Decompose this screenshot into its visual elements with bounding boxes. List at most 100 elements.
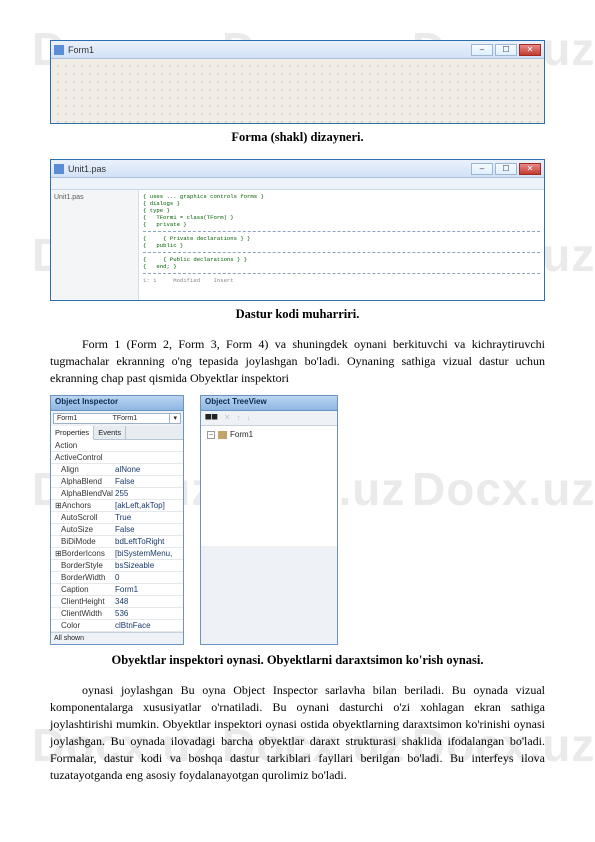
code-line: { { Private declarations } } [143,235,540,242]
tree-node[interactable]: – Form1 [207,430,331,439]
code-editor-window: Unit1.pas – ☐ ✕ Unit1.pas { uses ... gra… [50,159,545,301]
property-name: BorderStyle [51,560,113,571]
maximize-button[interactable]: ☐ [495,44,517,56]
code-line: { { Public declarations } } [143,256,540,263]
property-value[interactable]: bsSizeable [113,560,183,571]
property-row[interactable]: ⊞Anchors[akLeft,akTop] [51,500,183,512]
tab-properties[interactable]: Properties [51,426,94,440]
property-row[interactable]: AlphaBlendVal255 [51,488,183,500]
caption-form-designer: Forma (shakl) dizayneri. [50,130,545,145]
property-value[interactable]: False [113,476,183,487]
move-down-icon[interactable]: ↓ [247,413,251,423]
window-icon [54,164,64,174]
property-name: ClientHeight [51,596,113,607]
property-value[interactable]: 255 [113,488,183,499]
property-value[interactable]: Form1 [113,584,183,595]
chevron-down-icon: ▾ [169,414,180,423]
property-value[interactable]: 536 [113,608,183,619]
treeview-body[interactable]: – Form1 [201,426,337,546]
property-name: BiDiMode [51,536,113,547]
code-section-divider [143,231,540,232]
object-inspector-panel: Object Inspector Form1 TForm1 ▾ Properti… [50,395,184,645]
tree-node-label: Form1 [230,430,253,439]
property-name: Action [51,440,113,451]
caption-code-editor: Dastur kodi muharriri. [50,307,545,322]
code-line: { type } [143,207,540,214]
property-row[interactable]: ColorclBtnFace [51,620,183,632]
property-name: AutoSize [51,524,113,535]
move-up-icon[interactable]: ↑ [237,413,241,423]
property-value[interactable]: clBtnFace [113,620,183,631]
property-row[interactable]: ⊞BorderIcons[biSystemMenu, [51,548,183,560]
inspector-tabs: Properties Events [51,426,183,440]
form-design-surface[interactable] [51,59,544,123]
code-statusbar: 1: 1 Modified Insert [143,277,540,284]
form-designer-window: Form1 – ☐ ✕ [50,40,545,124]
form-icon [218,431,227,439]
property-row[interactable]: Action [51,440,183,452]
caption-inspector: Obyektlar inspektori oynasi. Obyektlarni… [50,653,545,668]
property-grid: Action ActiveControl AlignalNone AlphaBl… [51,440,183,632]
component-class: TForm1 [110,414,141,423]
close-button[interactable]: ✕ [519,163,541,175]
minimize-button[interactable]: – [471,163,493,175]
property-row[interactable]: AlignalNone [51,464,183,476]
code-line: { end; } [143,263,540,270]
property-value[interactable]: [akLeft,akTop] [113,500,183,511]
code-window-title: Unit1.pas [68,164,106,174]
property-name: Align [51,464,113,475]
code-line: { TForm1 = class(TForm) } [143,214,540,221]
minimize-button[interactable]: – [471,44,493,56]
paragraph-1: Form 1 (Form 2, Form 3, Form 4) va shuni… [50,336,545,387]
window-icon [54,45,64,55]
property-value[interactable]: False [113,524,183,535]
property-value[interactable]: True [113,512,183,523]
code-line: { dialogs } [143,200,540,207]
close-button[interactable]: ✕ [519,44,541,56]
code-section-divider [143,273,540,274]
code-line: { public } [143,242,540,249]
code-toolstrip [51,178,544,190]
property-row[interactable]: BorderWidth0 [51,572,183,584]
property-value[interactable]: alNone [113,464,183,475]
form-titlebar: Form1 – ☐ ✕ [51,41,544,59]
property-value[interactable]: 348 [113,596,183,607]
code-line: { private } [143,221,540,228]
property-row[interactable]: ClientWidth536 [51,608,183,620]
delete-icon[interactable]: ✕ [224,413,231,423]
property-row[interactable]: ClientHeight348 [51,596,183,608]
code-section-divider [143,252,540,253]
code-line: { uses ... graphics controls forms } [143,193,540,200]
property-row[interactable]: ActiveControl [51,452,183,464]
maximize-button[interactable]: ☐ [495,163,517,175]
property-name: ⊞BorderIcons [51,548,113,559]
property-value[interactable]: bdLeftToRight [113,536,183,547]
property-row[interactable]: BorderStylebsSizeable [51,560,183,572]
property-row[interactable]: AutoScrollTrue [51,512,183,524]
code-text-area[interactable]: { uses ... graphics controls forms } { d… [139,190,544,300]
property-value[interactable] [113,452,183,463]
paragraph-2: oynasi joylashgan Bu oyna Object Inspect… [50,682,545,784]
tab-events[interactable]: Events [94,426,126,439]
property-row[interactable]: AutoSizeFalse [51,524,183,536]
property-row[interactable]: AlphaBlendFalse [51,476,183,488]
code-sidebar: Unit1.pas [51,190,139,300]
code-titlebar: Unit1.pas – ☐ ✕ [51,160,544,178]
expand-icon[interactable]: – [207,431,215,439]
property-name: BorderWidth [51,572,113,583]
property-name: ClientWidth [51,608,113,619]
object-treeview-title: Object TreeView [201,396,337,411]
property-value[interactable] [113,440,183,451]
code-sidebar-label: Unit1.pas [54,194,135,201]
property-name: Color [51,620,113,631]
property-value[interactable]: 0 [113,572,183,583]
inspector-status: All shown [51,632,183,644]
treeview-toolbar: ⯀⯀ ✕ ↑ ↓ [201,411,337,426]
property-row[interactable]: CaptionForm1 [51,584,183,596]
property-row[interactable]: BiDiModebdLeftToRight [51,536,183,548]
property-value[interactable]: [biSystemMenu, [113,548,183,559]
component-selector[interactable]: Form1 TForm1 ▾ [53,413,181,424]
property-name: AutoScroll [51,512,113,523]
property-name: AlphaBlendVal [51,488,113,499]
toolbar-icon[interactable]: ⯀⯀ [205,413,218,423]
